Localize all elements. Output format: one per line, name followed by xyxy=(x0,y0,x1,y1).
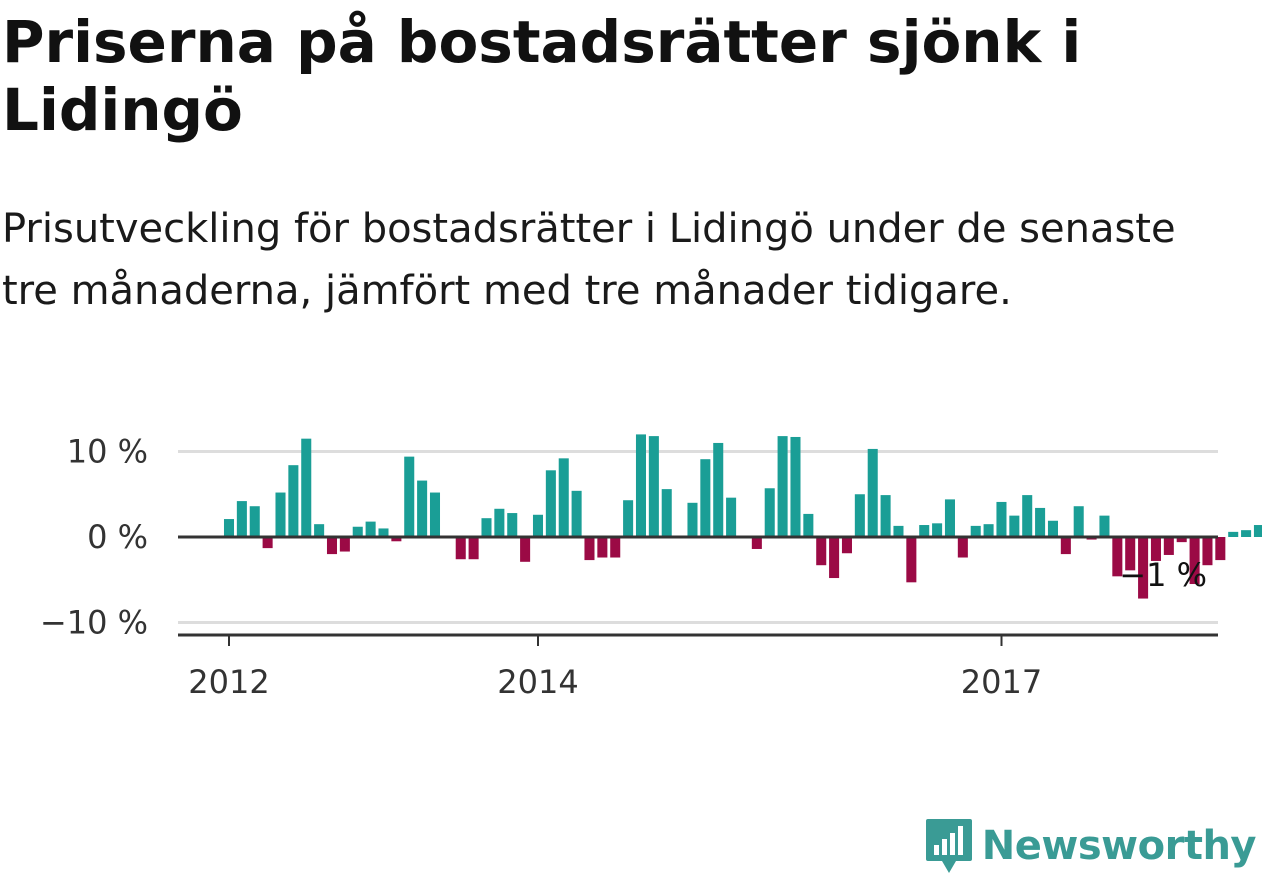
bar xyxy=(1150,537,1161,561)
bar xyxy=(571,490,582,537)
bar xyxy=(417,480,428,537)
bar xyxy=(391,537,402,542)
bar xyxy=(790,436,801,537)
bar xyxy=(1125,537,1136,571)
y-tick-label: 0 % xyxy=(87,518,148,556)
bar xyxy=(481,518,492,537)
x-tick-label: 2017 xyxy=(961,663,1042,701)
bar xyxy=(623,500,634,537)
bar xyxy=(1112,537,1123,577)
bar xyxy=(661,489,672,537)
bar xyxy=(777,436,788,537)
bar xyxy=(726,497,737,537)
bar xyxy=(1176,537,1187,543)
bar xyxy=(275,492,286,537)
bar xyxy=(1099,515,1110,538)
bar xyxy=(262,537,273,549)
bar xyxy=(816,537,827,566)
bar xyxy=(944,499,955,537)
bar xyxy=(970,525,981,537)
bar xyxy=(1047,520,1058,537)
bar xyxy=(893,525,904,537)
bar xyxy=(983,524,994,537)
bar xyxy=(610,537,621,558)
chart-subtitle: Prisutveckling för bostadsrätter i Lidin… xyxy=(2,206,1176,314)
bar xyxy=(764,488,775,537)
x-tick-label: 2012 xyxy=(188,663,269,701)
bar xyxy=(314,524,325,537)
bar xyxy=(352,526,363,537)
bar xyxy=(932,523,943,537)
bar xyxy=(751,537,762,549)
bar xyxy=(906,537,917,583)
brand-name: Newsworthy xyxy=(981,823,1257,869)
bar xyxy=(1228,531,1239,537)
bar xyxy=(404,456,415,537)
bar xyxy=(429,492,441,537)
axes xyxy=(178,535,1218,646)
bar xyxy=(854,494,865,537)
bar xyxy=(365,521,376,537)
x-tick-label: 2014 xyxy=(497,663,578,701)
y-tick-label: 10 % xyxy=(67,433,148,471)
bars xyxy=(223,434,1262,599)
bar xyxy=(520,537,531,562)
bar xyxy=(1189,537,1200,585)
bar xyxy=(494,508,505,537)
bar xyxy=(378,528,389,537)
newsworthy-logo-icon xyxy=(925,819,972,873)
bar xyxy=(1060,537,1071,555)
bar xyxy=(597,537,608,558)
bar xyxy=(996,501,1007,537)
bar xyxy=(1241,530,1252,537)
bar xyxy=(468,537,479,560)
bar xyxy=(1073,506,1084,537)
bar xyxy=(1022,495,1033,537)
bar xyxy=(1009,515,1020,538)
chart-title: Priserna på bostadsrätter sjönk i Liding… xyxy=(2,8,1082,144)
gridlines xyxy=(178,450,1218,624)
bar xyxy=(558,458,569,537)
bar xyxy=(1035,507,1046,537)
last-value-label: −1 % xyxy=(1119,556,1207,594)
bar xyxy=(532,514,544,537)
newsworthy-brand: Newsworthy xyxy=(924,817,1257,875)
bar xyxy=(584,537,595,561)
bar xyxy=(867,448,878,537)
bar xyxy=(880,495,891,537)
bar xyxy=(249,506,260,537)
bar xyxy=(236,501,247,537)
bar xyxy=(545,470,556,537)
bar xyxy=(301,438,312,537)
bar xyxy=(829,537,840,579)
bar xyxy=(841,537,852,554)
bar xyxy=(1253,525,1262,537)
bar xyxy=(1215,537,1226,561)
bar xyxy=(223,519,235,538)
bar xyxy=(326,537,338,555)
bar xyxy=(1138,537,1149,599)
bar xyxy=(288,465,299,537)
bar xyxy=(687,502,698,537)
bar xyxy=(648,436,659,537)
bar xyxy=(1163,537,1174,555)
bar-chart: 10 %0 %−10 %201220142017201920222024−1 % xyxy=(40,433,1262,702)
bar xyxy=(713,442,724,537)
bar xyxy=(803,513,814,537)
bar xyxy=(635,434,646,537)
bar xyxy=(455,537,466,560)
bar xyxy=(919,525,930,537)
bar xyxy=(339,537,350,552)
bar xyxy=(1202,537,1213,566)
y-tick-label: −10 % xyxy=(40,604,148,642)
bar xyxy=(507,513,518,537)
tick-labels: 10 %0 %−10 %201220142017201920222024−1 % xyxy=(40,433,1207,702)
bar xyxy=(700,459,711,537)
bar xyxy=(957,537,968,558)
